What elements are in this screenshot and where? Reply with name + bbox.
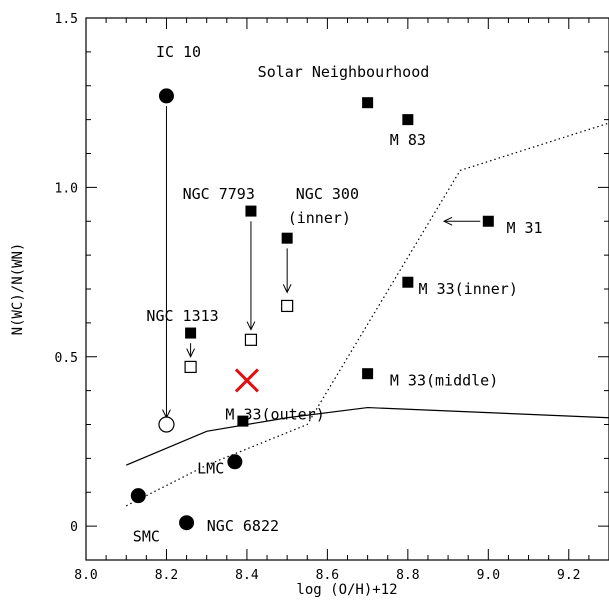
annotation-label: M 31 xyxy=(506,219,542,237)
filled-square-point xyxy=(402,276,414,288)
x-tick-label: 9.2 xyxy=(557,568,580,583)
annotation-label: LMC xyxy=(197,460,224,478)
y-tick-label: 0 xyxy=(70,520,78,535)
filled-square-point xyxy=(281,232,293,244)
x-tick-label: 8.2 xyxy=(155,568,178,583)
chart-markers xyxy=(130,88,494,531)
annotation-label: M 83 xyxy=(390,131,426,149)
open-square-point xyxy=(281,299,294,313)
filled-circle-point xyxy=(179,515,195,531)
chart-annotations: IC 10 Solar Neighbourhood M 83 NGC 7793 NGC … xyxy=(133,43,543,545)
annotation-label: NGC 1313 xyxy=(146,307,218,325)
x-tick-label: 8.6 xyxy=(316,568,339,583)
x-tick-label: 9.0 xyxy=(477,568,500,583)
red-cross-point xyxy=(234,368,259,393)
annotation-label: NGC 300 xyxy=(296,185,359,203)
filled-square-point xyxy=(185,327,197,339)
filled-square-point xyxy=(237,415,249,427)
annotation-label: SMC xyxy=(133,527,160,545)
filled-square-point xyxy=(362,97,374,109)
chart-arrows xyxy=(162,106,481,419)
y-axis-label: N(WC)/N(WN) xyxy=(10,243,26,336)
x-tick-label: 8.4 xyxy=(235,568,259,583)
filled-circle-point xyxy=(130,488,146,504)
arrow-head xyxy=(186,348,195,358)
annotation-label: (inner) xyxy=(288,209,351,227)
annotation-label: Solar Neighbourhood xyxy=(258,63,430,81)
filled-circle-point xyxy=(227,454,243,470)
solid-model-curve xyxy=(125,406,609,466)
x-axis-label: log (O/H)+12 xyxy=(296,582,397,598)
filled-circle-point xyxy=(158,88,174,104)
chart-lines xyxy=(125,122,609,507)
annotation-label: M 33(inner) xyxy=(419,280,518,298)
x-tick-label: 8.0 xyxy=(74,568,97,583)
arrow-head xyxy=(282,284,292,294)
x-tick-labels: 8.0 8.2 8.4 8.6 8.8 9.0 9.2 xyxy=(74,568,580,583)
annotation-label: NGC 6822 xyxy=(207,517,279,535)
filled-square-point xyxy=(482,215,494,227)
y-tick-label: 1.5 xyxy=(55,12,78,27)
axis-ticks xyxy=(85,17,609,561)
x-tick-label: 8.8 xyxy=(396,568,419,583)
filled-square-point xyxy=(402,114,414,126)
annotation-label: IC 10 xyxy=(156,43,201,61)
open-square-point xyxy=(184,360,197,374)
annotation-label: M 33(outer) xyxy=(225,405,324,423)
dotted-model-curve xyxy=(125,122,609,507)
y-tick-label: 1.0 xyxy=(55,181,78,196)
filled-square-point xyxy=(245,205,257,217)
y-tick-labels: 0 0.5 1.0 1.5 xyxy=(55,12,78,535)
arrow-head xyxy=(246,321,256,331)
annotation-label: M 33(middle) xyxy=(390,371,498,389)
arrow-head xyxy=(442,216,453,226)
y-tick-label: 0.5 xyxy=(55,351,78,366)
open-square-point xyxy=(244,333,258,346)
open-circle-point xyxy=(158,416,175,433)
annotation-label: NGC 7793 xyxy=(183,185,255,203)
filled-square-point xyxy=(362,368,374,380)
